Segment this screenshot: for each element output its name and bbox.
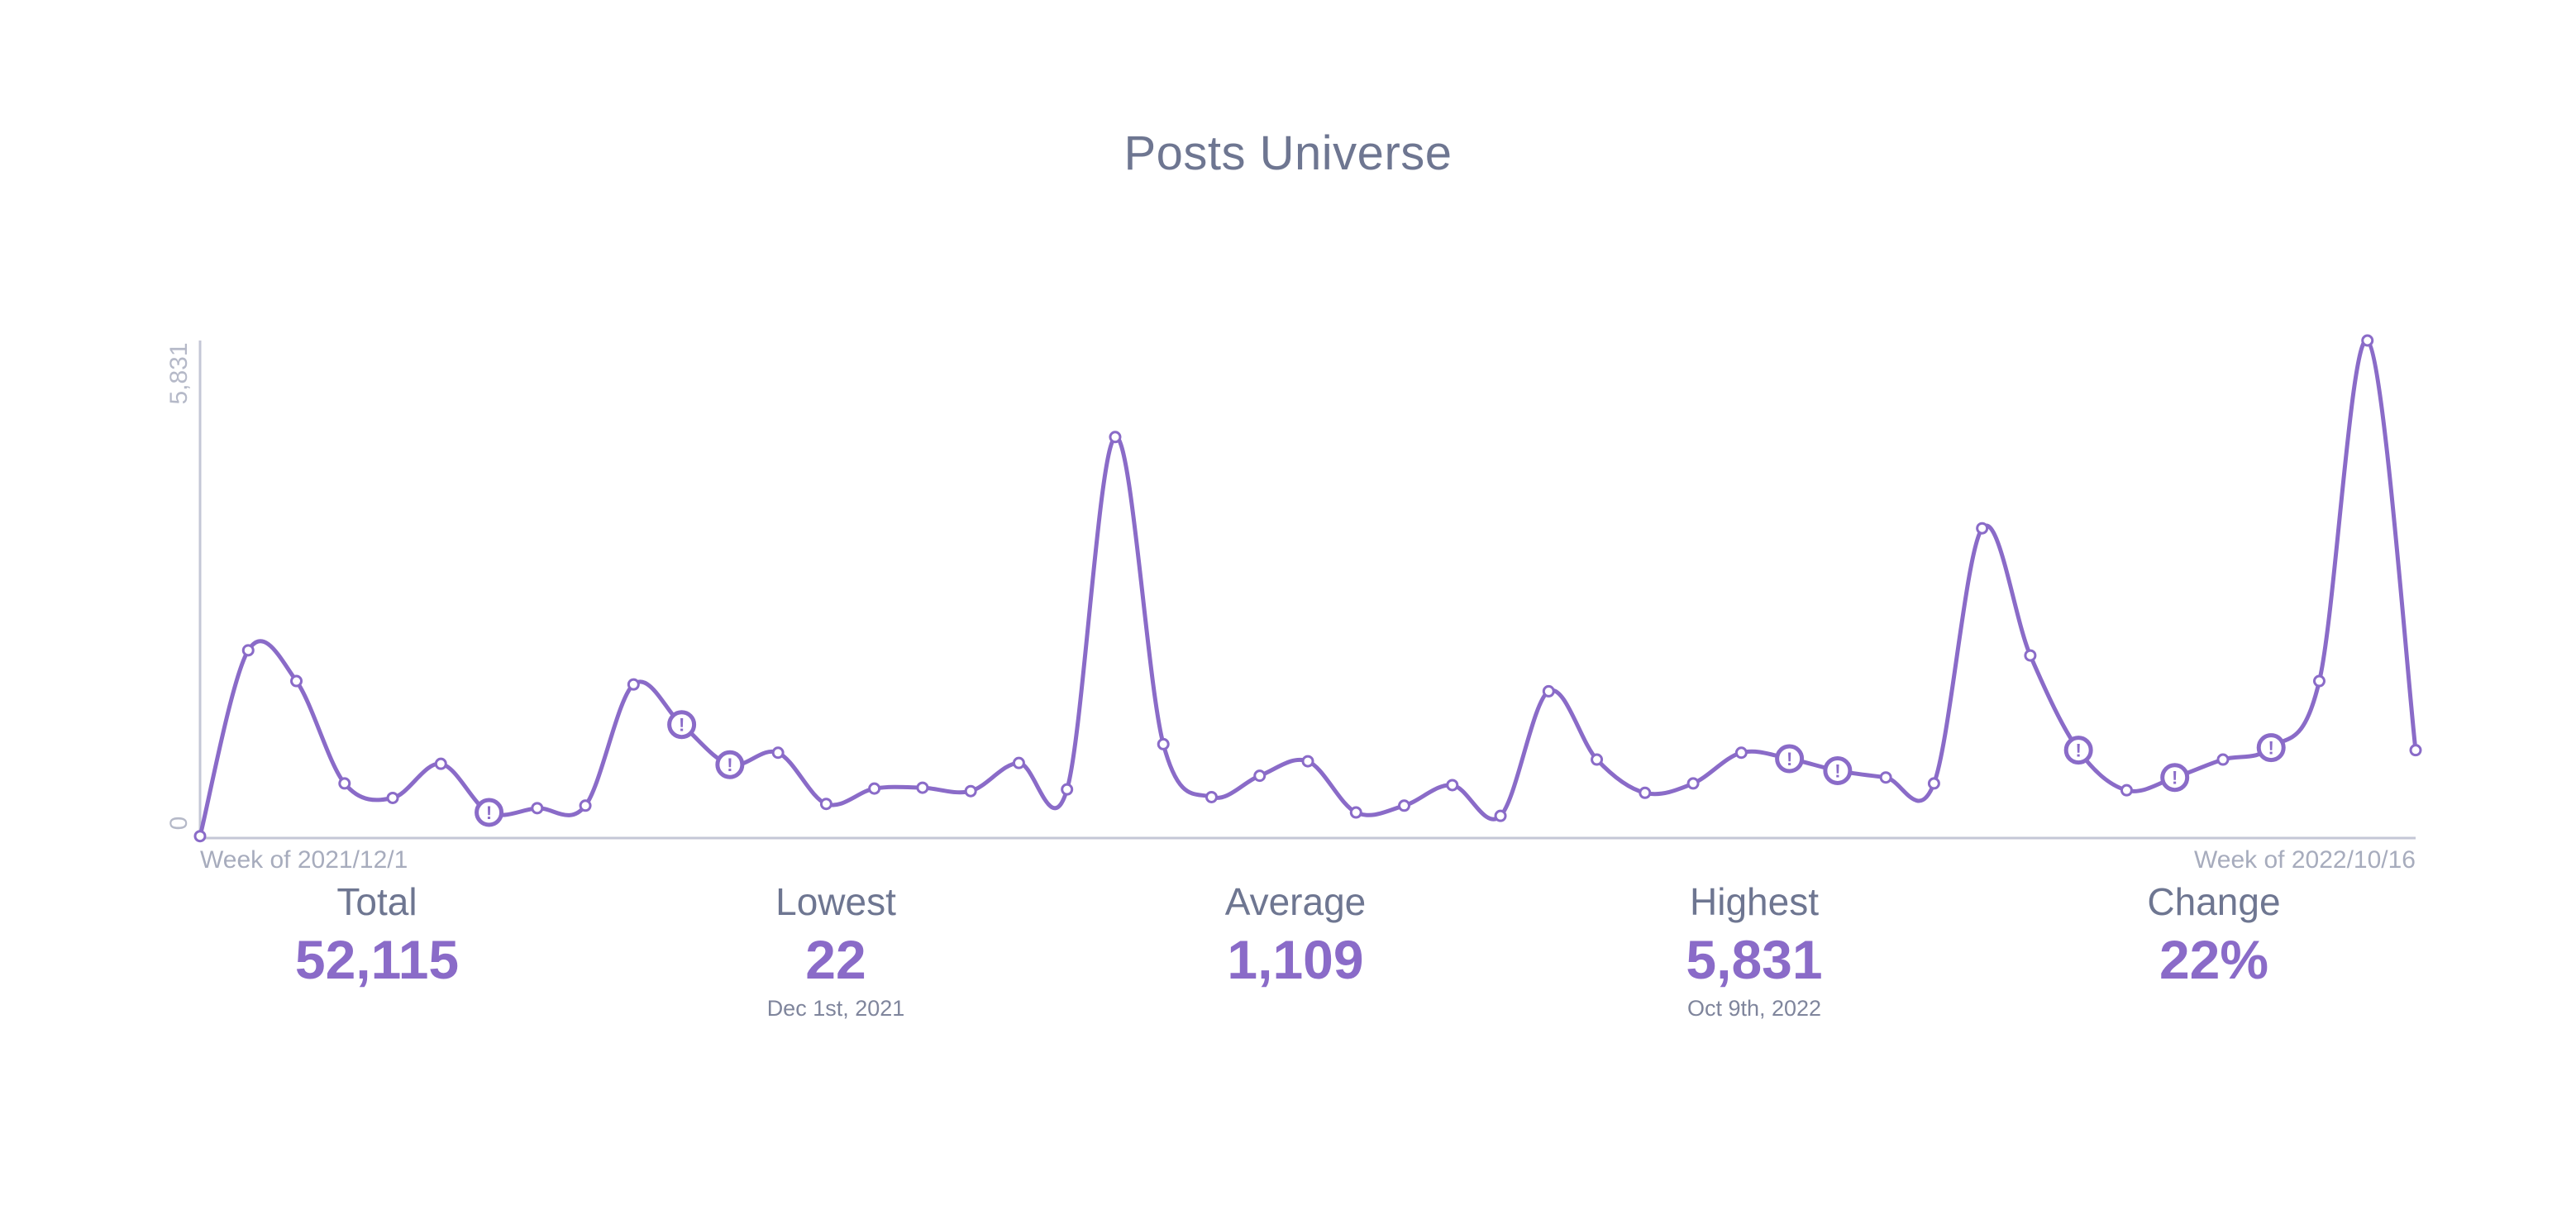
data-point[interactable]: [1591, 753, 1604, 766]
data-point[interactable]: [1012, 756, 1025, 769]
data-point[interactable]: [434, 757, 447, 770]
data-point[interactable]: [819, 798, 832, 811]
stat-average: Average 1,109: [1089, 876, 1502, 992]
data-point[interactable]: [338, 777, 351, 790]
data-point[interactable]: [627, 678, 640, 691]
data-point[interactable]: [1927, 777, 1940, 790]
annotation-circle[interactable]: [2063, 736, 2093, 765]
annotation-marker[interactable]: !: [2063, 736, 2093, 765]
annotation-exclamation-icon: !: [486, 803, 492, 823]
annotation-circle[interactable]: [1775, 744, 1805, 774]
data-point[interactable]: [2312, 674, 2326, 688]
annotation-marker[interactable]: !: [2256, 733, 2286, 763]
stat-lowest: Lowest 22 Dec 1st, 2021: [629, 876, 1042, 1025]
data-point[interactable]: [964, 784, 977, 798]
data-point[interactable]: [1109, 431, 1122, 444]
data-point[interactable]: [386, 791, 399, 804]
annotation-circle[interactable]: [667, 710, 697, 740]
x-axis-end-label: Week of 2022/10/16: [2194, 846, 2416, 874]
data-point[interactable]: [2361, 334, 2374, 347]
annotation-marker[interactable]: !: [1823, 755, 1853, 785]
annotation-marker[interactable]: !: [667, 710, 697, 740]
stat-total: Total 52,115: [170, 876, 584, 992]
stat-change-label: Change: [2147, 880, 2281, 923]
annotation-marker[interactable]: !: [715, 750, 745, 779]
data-point[interactable]: [1301, 755, 1314, 768]
annotation-circle[interactable]: [1823, 755, 1853, 785]
annotation-marker[interactable]: !: [475, 798, 504, 827]
stat-total-label: Total: [336, 880, 417, 923]
annotation-circle[interactable]: [715, 750, 745, 779]
annotation-exclamation-icon: !: [1787, 749, 1792, 769]
data-point[interactable]: [1686, 777, 1700, 790]
data-point[interactable]: [1446, 779, 1459, 792]
stat-highest-date: Oct 9th, 2022: [1686, 996, 1822, 1021]
data-point[interactable]: [1157, 737, 1170, 750]
chart-title: Posts Universe: [1123, 126, 1453, 180]
stat-highest-value: 5,831: [1686, 929, 1823, 990]
annotation-circle[interactable]: [2160, 763, 2190, 793]
data-point[interactable]: [2216, 753, 2230, 766]
annotation-exclamation-icon: !: [2076, 741, 2082, 761]
data-point[interactable]: [771, 746, 785, 760]
data-point[interactable]: [531, 802, 544, 815]
data-point[interactable]: [193, 830, 207, 843]
data-point[interactable]: [1639, 786, 1652, 799]
data-point[interactable]: [1734, 746, 1748, 760]
data-point[interactable]: [1349, 806, 1362, 819]
data-point[interactable]: [1976, 522, 1989, 535]
stat-lowest-label: Lowest: [775, 880, 896, 923]
stat-highest-label: Highest: [1690, 880, 1819, 923]
data-point[interactable]: [1061, 783, 1074, 796]
annotation-marker[interactable]: !: [1775, 744, 1805, 774]
stat-total-value: 52,115: [294, 929, 460, 990]
annotation-exclamation-icon: !: [2172, 768, 2178, 788]
annotation-marker[interactable]: !: [2160, 763, 2190, 793]
stat-highest: Highest 5,831 Oct 9th, 2022: [1548, 876, 1961, 1025]
annotation-exclamation-icon: !: [679, 715, 685, 736]
data-point[interactable]: [1494, 809, 1507, 822]
data-point[interactable]: [1542, 684, 1555, 698]
annotation-exclamation-icon: !: [1834, 760, 1840, 781]
annotation-circle[interactable]: [2256, 733, 2286, 763]
data-point[interactable]: [2120, 783, 2133, 797]
data-point[interactable]: [1398, 799, 1411, 812]
data-point[interactable]: [2409, 744, 2422, 757]
data-point[interactable]: [290, 674, 303, 688]
stat-average-label: Average: [1224, 880, 1367, 923]
data-point[interactable]: [868, 782, 881, 795]
annotation-exclamation-icon: !: [2268, 738, 2274, 759]
stat-change: Change 22%: [2007, 876, 2421, 992]
data-point[interactable]: [579, 799, 592, 812]
data-points: !!!!!!!!: [193, 334, 2422, 843]
data-point[interactable]: [1205, 790, 1218, 803]
y-tick-min: 0: [165, 817, 193, 831]
data-point[interactable]: [241, 644, 255, 657]
stat-lowest-value: 22: [805, 929, 866, 990]
x-axis-start-label: Week of 2021/12/1: [200, 846, 408, 874]
stat-average-value: 1,109: [1227, 929, 1364, 990]
data-point[interactable]: [2024, 649, 2037, 662]
annotation-circle[interactable]: [475, 798, 504, 827]
stat-change-value: 22%: [2159, 929, 2269, 990]
data-point[interactable]: [916, 781, 929, 794]
stat-lowest-date: Dec 1st, 2021: [766, 996, 905, 1021]
y-tick-max: 5,831: [165, 342, 193, 404]
data-point[interactable]: [1879, 771, 1892, 784]
data-point[interactable]: [1253, 769, 1267, 783]
annotation-exclamation-icon: !: [727, 755, 732, 775]
